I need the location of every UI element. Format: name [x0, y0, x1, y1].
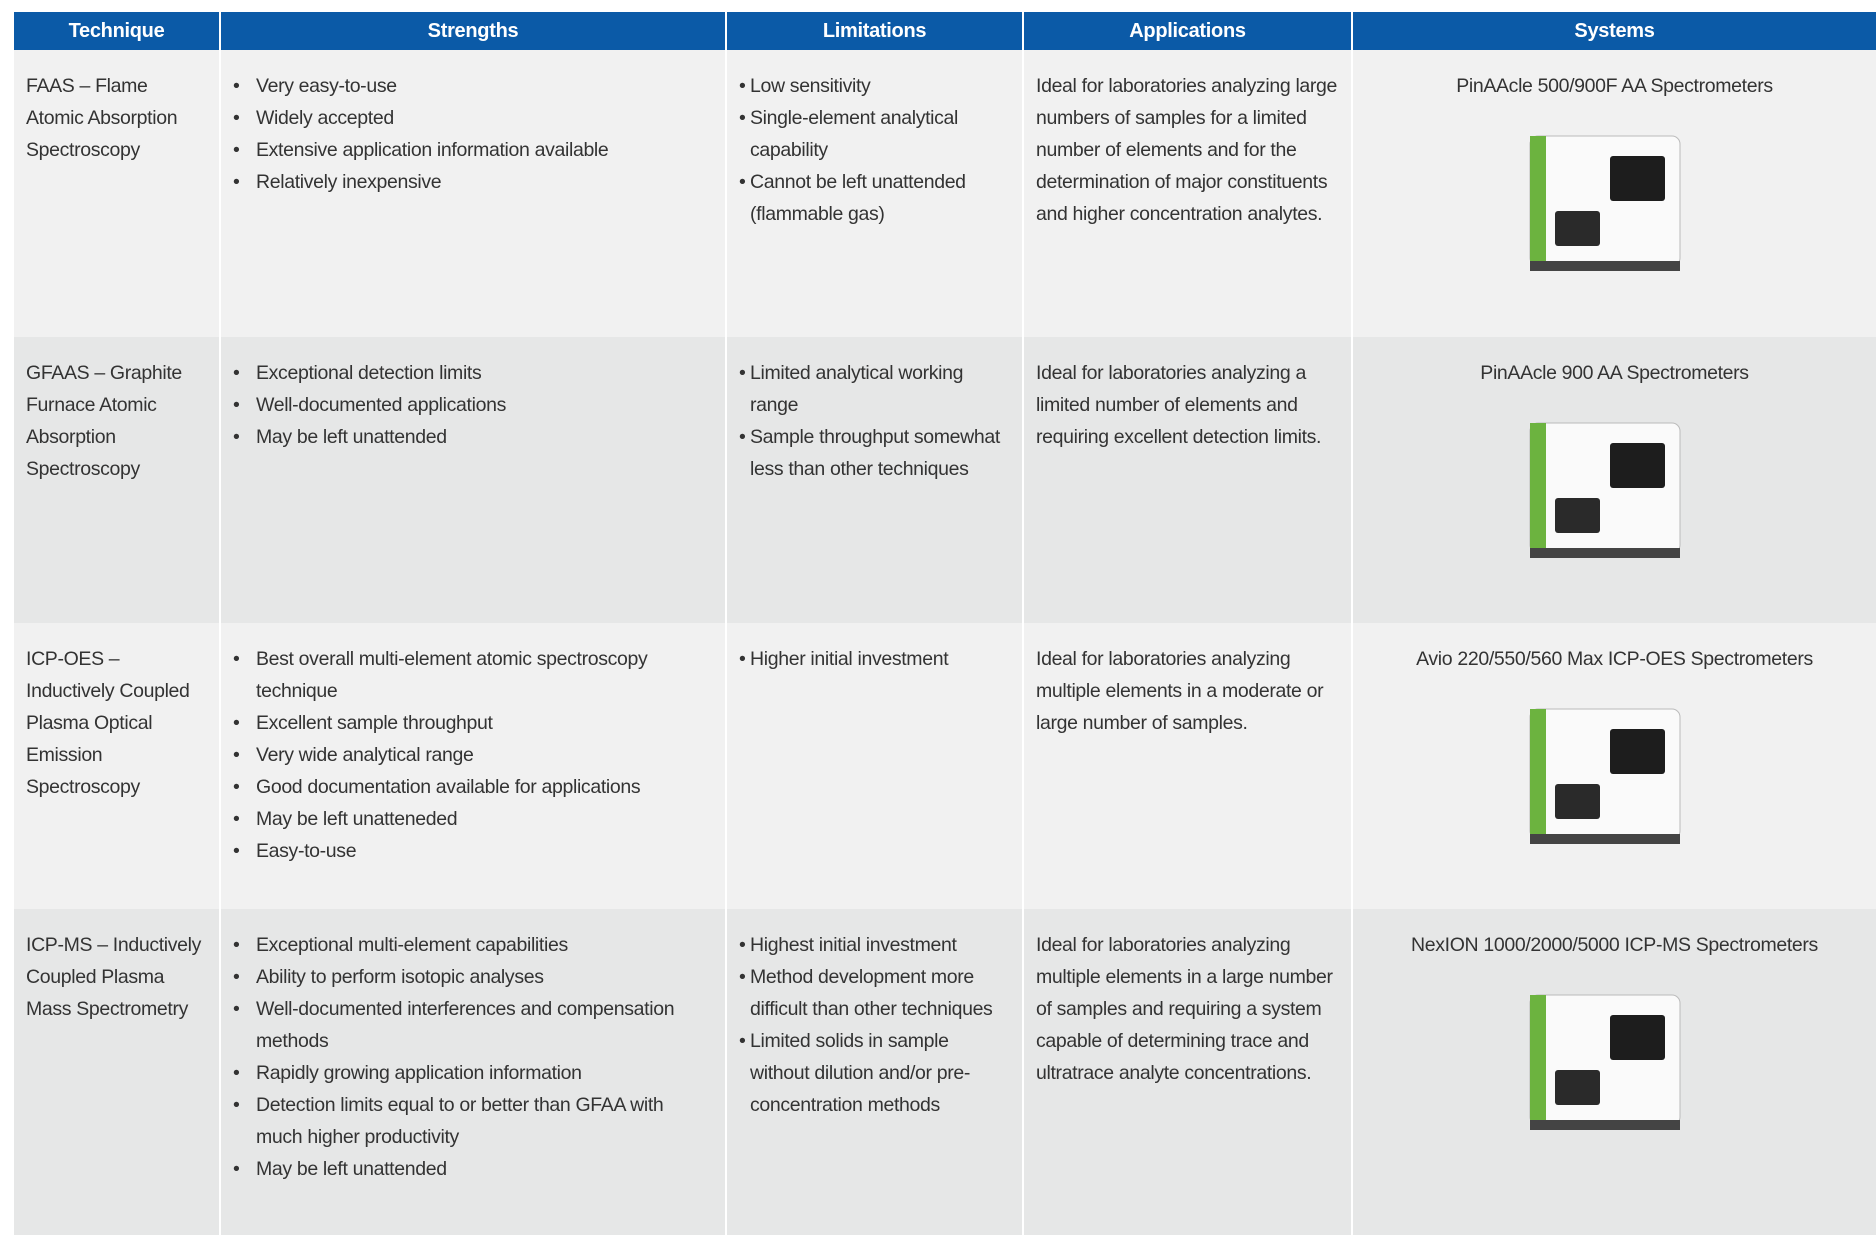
limitation-item: Method development more difficult than o…	[739, 961, 1010, 1025]
system-name: NexION 1000/2000/5000 ICP-MS Spectromete…	[1411, 934, 1818, 956]
device-door	[1554, 784, 1600, 819]
strength-item: Very wide analytical range	[233, 739, 713, 771]
strengths-cell: Exceptional detection limitsWell-documen…	[219, 337, 726, 623]
limitations-list: Higher initial investment	[739, 643, 1010, 675]
device-door	[1554, 211, 1600, 246]
table-row: ICP-OES – Inductively Coupled Plasma Opt…	[14, 623, 1876, 909]
column-header: Applications	[1022, 12, 1352, 50]
strength-item: Widely accepted	[233, 102, 713, 134]
device-stripe	[1529, 423, 1546, 553]
device-base	[1529, 261, 1680, 271]
limitation-item: Single-element analytical capability	[739, 102, 1010, 166]
strengths-list: Best overall multi-element atomic spectr…	[233, 643, 713, 867]
strength-item: Ability to perform isotopic analyses	[233, 961, 713, 993]
column-header: Strengths	[219, 12, 726, 50]
device-base	[1529, 548, 1680, 558]
system-image	[1529, 135, 1680, 271]
system-name: PinAAcle 900 AA Spectrometers	[1480, 362, 1749, 384]
device-stripe	[1529, 709, 1546, 839]
table-row: ICP-MS – Inductively Coupled Plasma Mass…	[14, 909, 1876, 1235]
strength-item: May be left unattended	[233, 421, 713, 453]
applications-cell: Ideal for laboratories analyzing a limit…	[1022, 337, 1352, 623]
applications-cell: Ideal for laboratories analyzing large n…	[1022, 50, 1352, 337]
table-row: GFAAS – Graphite Furnace Atomic Absorpti…	[14, 337, 1876, 623]
system-name: PinAAcle 500/900F AA Spectrometers	[1456, 75, 1773, 97]
strengths-cell: Very easy-to-useWidely acceptedExtensive…	[219, 50, 726, 337]
system-image	[1529, 422, 1680, 558]
systems-cell: NexION 1000/2000/5000 ICP-MS Spectromete…	[1351, 909, 1876, 1235]
device-door	[1554, 498, 1600, 533]
device-stripe	[1529, 995, 1546, 1125]
device-base	[1529, 834, 1680, 844]
device-door	[1554, 1070, 1600, 1105]
limitations-cell: Higher initial investment	[725, 623, 1023, 909]
limitation-item: Limited analytical working range	[739, 357, 1010, 421]
column-header: Systems	[1351, 12, 1876, 50]
technique-cell: GFAAS – Graphite Furnace Atomic Absorpti…	[14, 337, 220, 623]
technique-cell: ICP-MS – Inductively Coupled Plasma Mass…	[14, 909, 220, 1235]
column-header: Limitations	[725, 12, 1023, 50]
strength-item: Relatively inexpensive	[233, 166, 713, 198]
limitations-cell: Limited analytical working rangeSample t…	[725, 337, 1023, 623]
header-row: Technique Strengths Limitations Application…	[14, 12, 1876, 50]
strength-item: Very easy-to-use	[233, 70, 713, 102]
systems-cell: Avio 220/550/560 Max ICP-OES Spectromete…	[1351, 623, 1876, 909]
strengths-cell: Best overall multi-element atomic spectr…	[219, 623, 726, 909]
strength-item: Best overall multi-element atomic spectr…	[233, 643, 713, 707]
strengths-cell: Exceptional multi-element capabilitiesAb…	[219, 909, 726, 1235]
technique-cell: ICP-OES – Inductively Coupled Plasma Opt…	[14, 623, 220, 909]
strength-item: Well-documented applications	[233, 389, 713, 421]
table-body: FAAS – Flame Atomic Absorption Spectrosc…	[14, 50, 1876, 1235]
device-panel	[1609, 1015, 1665, 1060]
applications-cell: Ideal for laboratories analyzing multipl…	[1022, 909, 1352, 1235]
systems-cell: PinAAcle 900 AA Spectrometers	[1351, 337, 1876, 623]
strength-item: Extensive application information availa…	[233, 134, 713, 166]
comparison-table: Technique Strengths Limitations Application…	[14, 12, 1876, 1235]
strengths-list: Exceptional multi-element capabilitiesAb…	[233, 929, 713, 1185]
limitation-item: Sample throughput somewhat less than oth…	[739, 421, 1010, 485]
limitations-cell: Low sensitivitySingle-element analytical…	[725, 50, 1023, 337]
system-name: Avio 220/550/560 Max ICP-OES Spectromete…	[1416, 648, 1813, 670]
limitations-list: Highest initial investmentMethod develop…	[739, 929, 1010, 1121]
system-image	[1529, 708, 1680, 844]
limitation-item: Cannot be left unattended (flammable gas…	[739, 166, 1010, 230]
strength-item: Exceptional multi-element capabilities	[233, 929, 713, 961]
systems-cell: PinAAcle 500/900F AA Spectrometers	[1351, 50, 1876, 337]
applications-cell: Ideal for laboratories analyzing multipl…	[1022, 623, 1352, 909]
limitations-cell: Highest initial investmentMethod develop…	[725, 909, 1023, 1235]
strength-item: Excellent sample throughput	[233, 707, 713, 739]
technique-cell: FAAS – Flame Atomic Absorption Spectrosc…	[14, 50, 220, 337]
strength-item: Easy-to-use	[233, 835, 713, 867]
strength-item: May be left unatteneded	[233, 803, 713, 835]
limitation-item: Limited solids in sample without dilutio…	[739, 1025, 1010, 1121]
limitation-item: Low sensitivity	[739, 70, 1010, 102]
limitation-item: Highest initial investment	[739, 929, 1010, 961]
table-row: FAAS – Flame Atomic Absorption Spectrosc…	[14, 50, 1876, 337]
strength-item: Exceptional detection limits	[233, 357, 713, 389]
device-base	[1529, 1120, 1680, 1130]
device-panel	[1609, 729, 1665, 774]
strength-item: May be left unattended	[233, 1153, 713, 1185]
limitations-list: Limited analytical working rangeSample t…	[739, 357, 1010, 485]
strengths-list: Very easy-to-useWidely acceptedExtensive…	[233, 70, 713, 198]
limitation-item: Higher initial investment	[739, 643, 1010, 675]
strength-item: Good documentation available for applica…	[233, 771, 713, 803]
limitations-list: Low sensitivitySingle-element analytical…	[739, 70, 1010, 230]
column-header: Technique	[14, 12, 220, 50]
system-image	[1529, 994, 1680, 1130]
table-wrap: Technique Strengths Limitations Application…	[14, 12, 1876, 1235]
device-panel	[1609, 156, 1665, 201]
strength-item: Rapidly growing application information	[233, 1057, 713, 1089]
device-stripe	[1529, 136, 1546, 266]
strengths-list: Exceptional detection limitsWell-documen…	[233, 357, 713, 453]
strength-item: Well-documented interferences and compen…	[233, 993, 713, 1057]
strength-item: Detection limits equal to or better than…	[233, 1089, 713, 1153]
device-panel	[1609, 443, 1665, 488]
